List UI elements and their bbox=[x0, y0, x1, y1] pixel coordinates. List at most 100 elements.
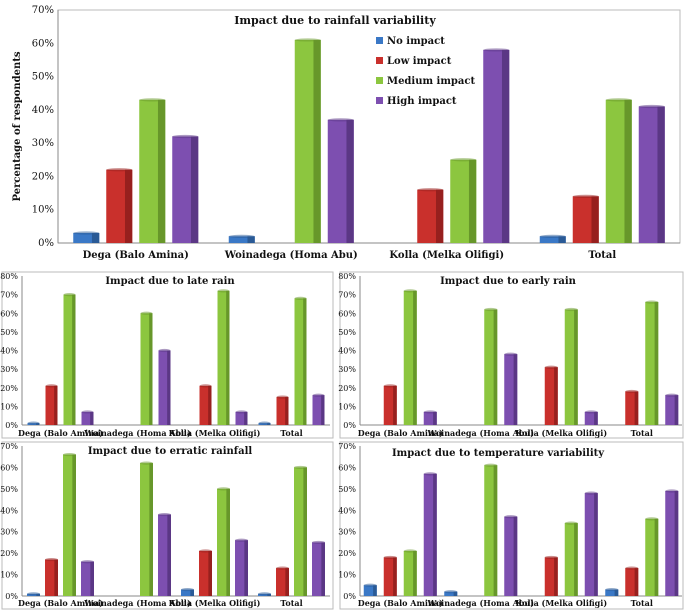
y-tick-label: 30% bbox=[338, 528, 356, 537]
x-category-label: Total bbox=[280, 428, 302, 438]
bar-shade bbox=[594, 493, 598, 596]
bar-top bbox=[504, 352, 518, 356]
chart-title: Impact due to late rain bbox=[105, 276, 235, 287]
bar-shade bbox=[149, 313, 153, 425]
legend-swatch bbox=[376, 97, 383, 104]
x-category-label: Kolla (Melka Olifigi) bbox=[169, 428, 261, 438]
y-tick-label: 0% bbox=[5, 592, 18, 601]
bar-shade bbox=[435, 189, 444, 243]
x-category-label: Woinadega (Homa Abu) bbox=[83, 428, 191, 438]
bar-shade bbox=[554, 367, 558, 425]
bar-shade bbox=[124, 169, 133, 243]
bar-shade bbox=[453, 591, 458, 596]
bar-shade bbox=[90, 411, 94, 425]
y-tick-label: 30% bbox=[338, 365, 356, 374]
bar-shade bbox=[247, 236, 255, 243]
bar-top bbox=[363, 583, 377, 587]
bar-shade bbox=[634, 568, 639, 596]
y-tick-label: 30% bbox=[0, 365, 18, 374]
bar-top bbox=[403, 289, 417, 293]
bar-top bbox=[638, 104, 665, 109]
bar-top bbox=[258, 421, 271, 425]
legend-label: High impact bbox=[387, 96, 457, 107]
x-category-label: Total bbox=[631, 428, 653, 438]
bar-top bbox=[140, 461, 153, 465]
bar-top bbox=[81, 410, 94, 414]
y-tick-label: 10% bbox=[0, 571, 18, 580]
legend-swatch bbox=[376, 77, 383, 84]
bar-shade bbox=[513, 354, 518, 425]
bar-shade bbox=[574, 523, 578, 596]
chart-late-rain: 0% 10% 20% 30% 40% 50% 60% 70% 80% Dega (Balo Ami… bbox=[0, 270, 335, 440]
bar-no-impact bbox=[444, 591, 458, 596]
bar-top bbox=[158, 348, 171, 353]
y-tick-label: 60% bbox=[0, 309, 18, 318]
y-tick-label: 0% bbox=[5, 421, 18, 430]
bar-top bbox=[383, 555, 397, 560]
bar-shade bbox=[285, 568, 289, 596]
y-tick-label: 10% bbox=[32, 205, 54, 216]
x-category-label: Total bbox=[280, 598, 302, 608]
bar-shade bbox=[54, 385, 58, 425]
y-tick-label: 60% bbox=[0, 463, 18, 472]
bar-top bbox=[423, 472, 437, 476]
bar-shade bbox=[321, 395, 325, 425]
bar-shade bbox=[190, 136, 199, 243]
bar-shade bbox=[468, 159, 477, 243]
bar-shade bbox=[574, 309, 578, 425]
bar-top bbox=[403, 549, 417, 553]
y-tick-label: 70% bbox=[0, 291, 18, 300]
bar-shade bbox=[91, 233, 100, 243]
x-category-label: Dega (Balo Amina) bbox=[358, 598, 443, 608]
x-category-label: Kolla (Melka Olifigi) bbox=[515, 428, 607, 438]
bar-top bbox=[564, 521, 578, 525]
x-category-label: Kolla (Melka Olifigi) bbox=[515, 598, 607, 608]
bar-shade bbox=[313, 39, 321, 244]
bar-no-impact bbox=[363, 585, 377, 596]
bar-shade bbox=[634, 391, 639, 425]
y-tick-label: 0% bbox=[343, 421, 356, 430]
chart-title: Impact due to temperature variability bbox=[392, 448, 605, 459]
bar-shade bbox=[90, 561, 94, 596]
bar-top bbox=[417, 188, 444, 192]
bar-shade bbox=[72, 454, 76, 596]
bar-top bbox=[544, 365, 558, 369]
bar-top bbox=[605, 587, 619, 592]
bar-shade bbox=[321, 542, 325, 596]
bar-shade bbox=[554, 557, 558, 596]
bar-top bbox=[181, 587, 194, 592]
x-category-label: Woinadega (Homa Abu) bbox=[224, 250, 358, 261]
bar-shade bbox=[674, 491, 679, 596]
bar-shade bbox=[674, 395, 679, 425]
bar-shade bbox=[167, 350, 171, 425]
bar-shade bbox=[149, 463, 153, 596]
bar-shade bbox=[226, 488, 230, 596]
bar-top bbox=[312, 393, 325, 397]
x-category-label: Kolla (Melka Olifigi) bbox=[389, 250, 504, 261]
y-tick-label: 40% bbox=[0, 506, 18, 515]
bar-shade bbox=[54, 559, 58, 596]
bar-top bbox=[45, 384, 58, 388]
bar-top bbox=[645, 300, 659, 304]
y-tick-label: 50% bbox=[0, 328, 18, 337]
bar-shade bbox=[594, 411, 598, 425]
chart-temperature-variability: 0% 10% 20% 30% 40% 50% 60% 70% Dega (Balo Amina)… bbox=[338, 440, 685, 611]
y-axis-title: Percentage of respondents bbox=[12, 51, 23, 201]
x-category-label: Dega (Balo Amina) bbox=[18, 428, 103, 438]
bar-top bbox=[504, 515, 518, 519]
chart-title: Impact due to early rain bbox=[440, 276, 577, 287]
bar-top bbox=[294, 465, 307, 470]
bar-top bbox=[217, 289, 230, 293]
bar-top bbox=[172, 134, 199, 139]
bar-shade bbox=[244, 411, 248, 425]
y-tick-label: 50% bbox=[338, 485, 356, 494]
bar-top bbox=[484, 463, 498, 467]
bar-shade bbox=[558, 236, 566, 243]
y-tick-label: 10% bbox=[338, 571, 356, 580]
y-tick-label: 80% bbox=[338, 272, 356, 281]
y-tick-label: 30% bbox=[32, 138, 54, 149]
bar-shade bbox=[167, 514, 171, 596]
bar-top bbox=[444, 590, 458, 594]
y-tick-label: 20% bbox=[338, 549, 356, 558]
bar-top bbox=[258, 592, 271, 596]
